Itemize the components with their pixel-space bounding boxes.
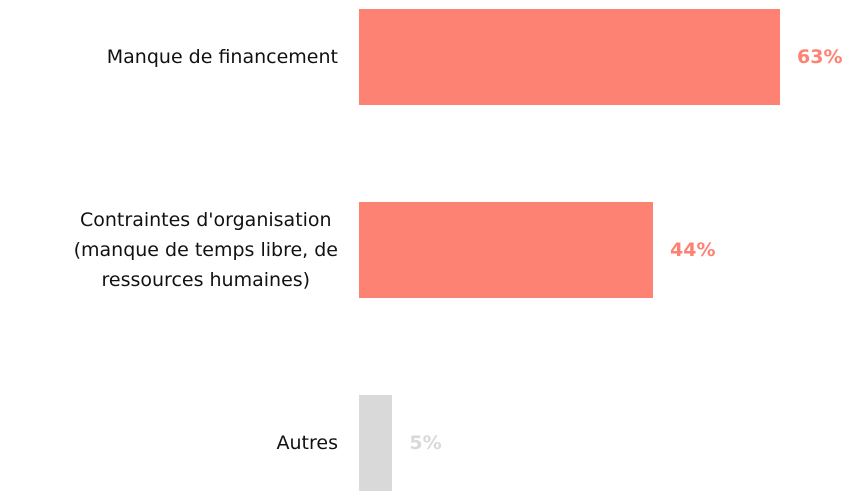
bar: [359, 202, 654, 298]
category-text: Contraintes d'organisation (manque de te…: [73, 209, 338, 291]
value-label: 63%: [797, 46, 843, 68]
category-label: Autres: [0, 395, 338, 491]
bar: [359, 395, 393, 491]
value-label: 44%: [670, 239, 716, 261]
value-label: 5%: [409, 432, 442, 454]
bar: [359, 9, 780, 105]
category-text: Manque de financement: [106, 46, 338, 68]
category-label: Manque de financement: [0, 9, 338, 105]
category-text: Autres: [276, 432, 338, 454]
category-label: Contraintes d'organisation (manque de te…: [0, 202, 338, 298]
